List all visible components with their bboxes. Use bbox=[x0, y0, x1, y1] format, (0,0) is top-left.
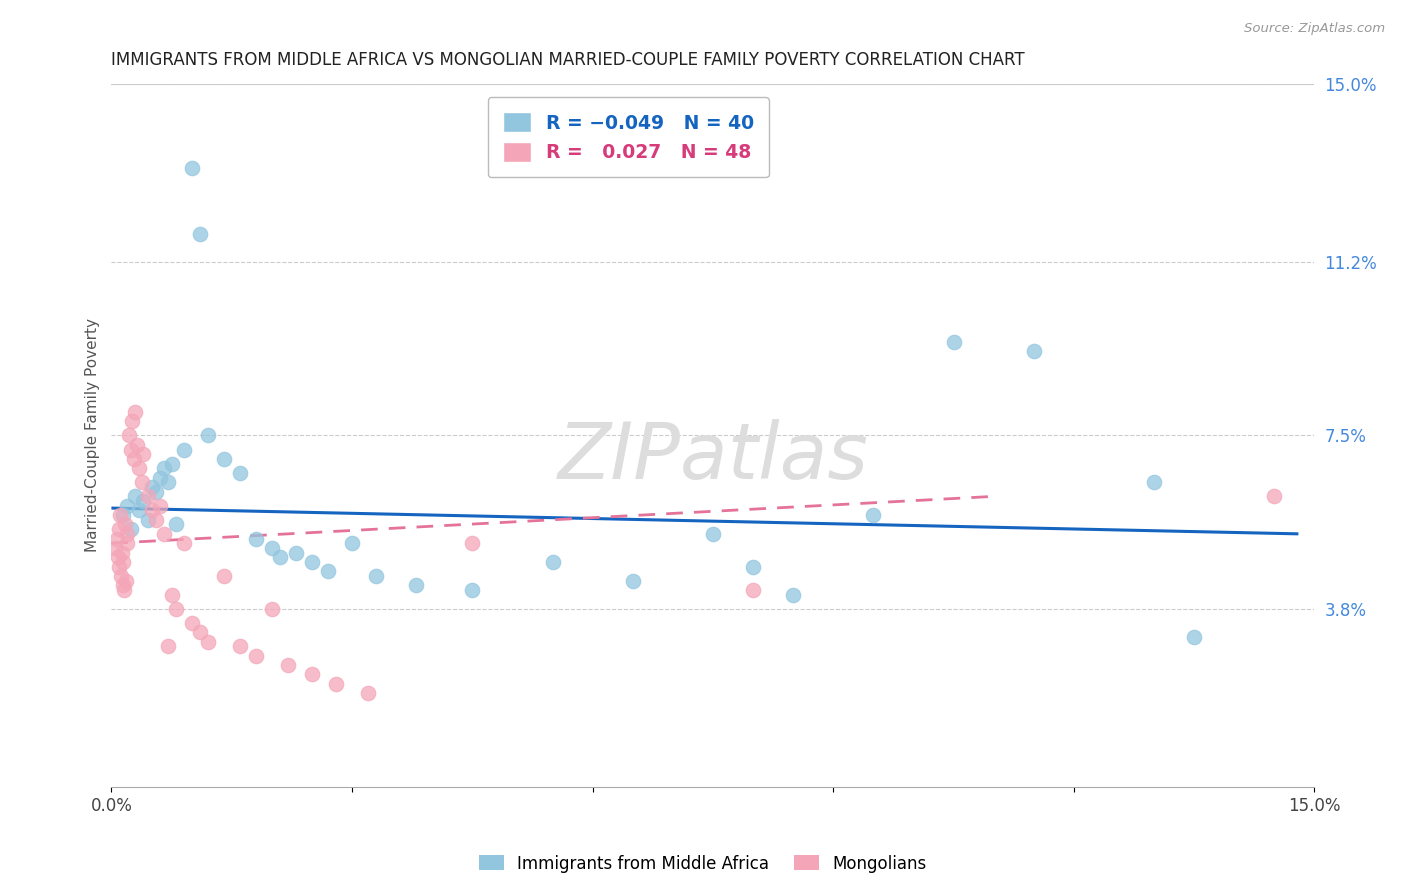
Point bbox=[1022, 344, 1045, 359]
Point bbox=[188, 227, 211, 241]
Point bbox=[1143, 475, 1166, 490]
Point bbox=[188, 625, 211, 640]
Point bbox=[180, 161, 202, 176]
Point bbox=[115, 526, 138, 541]
Point bbox=[245, 532, 267, 546]
Point bbox=[145, 484, 167, 499]
Point bbox=[212, 451, 235, 466]
Point bbox=[110, 508, 132, 522]
Point bbox=[152, 526, 174, 541]
Text: IMMIGRANTS FROM MIDDLE AFRICA VS MONGOLIAN MARRIED-COUPLE FAMILY POVERTY CORRELA: IMMIGRANTS FROM MIDDLE AFRICA VS MONGOLI… bbox=[111, 51, 1025, 69]
Point bbox=[229, 466, 252, 480]
Point bbox=[131, 475, 153, 490]
Point bbox=[112, 508, 135, 522]
Point bbox=[782, 588, 804, 602]
Point bbox=[121, 414, 143, 428]
Point bbox=[260, 602, 283, 616]
Point bbox=[112, 583, 135, 598]
Point bbox=[117, 536, 139, 550]
Point bbox=[212, 569, 235, 583]
Point bbox=[284, 546, 307, 560]
Point bbox=[122, 451, 145, 466]
Point bbox=[136, 489, 159, 503]
Point bbox=[128, 503, 150, 517]
Point bbox=[156, 640, 179, 654]
Point bbox=[316, 565, 339, 579]
Point bbox=[160, 588, 183, 602]
Point bbox=[277, 658, 299, 673]
Point bbox=[702, 526, 724, 541]
Point bbox=[621, 574, 644, 588]
Point bbox=[160, 457, 183, 471]
Point bbox=[136, 513, 159, 527]
Point bbox=[108, 559, 131, 574]
Point bbox=[301, 667, 323, 681]
Point bbox=[541, 555, 564, 569]
Point bbox=[148, 470, 170, 484]
Point bbox=[105, 532, 128, 546]
Point bbox=[112, 555, 135, 569]
Point bbox=[148, 499, 170, 513]
Text: Source: ZipAtlas.com: Source: ZipAtlas.com bbox=[1244, 22, 1385, 36]
Point bbox=[173, 442, 195, 457]
Point bbox=[132, 447, 155, 461]
Point bbox=[107, 550, 129, 565]
Point bbox=[118, 428, 141, 442]
Point bbox=[301, 555, 323, 569]
Y-axis label: Married-Couple Family Poverty: Married-Couple Family Poverty bbox=[86, 318, 100, 552]
Point bbox=[461, 536, 484, 550]
Point bbox=[357, 686, 380, 700]
Point bbox=[114, 517, 136, 532]
Point bbox=[120, 442, 142, 457]
Point bbox=[165, 517, 187, 532]
Point bbox=[145, 513, 167, 527]
Point bbox=[862, 508, 884, 522]
Point bbox=[141, 480, 163, 494]
Point bbox=[364, 569, 387, 583]
Point bbox=[197, 428, 219, 442]
Point bbox=[245, 648, 267, 663]
Point bbox=[340, 536, 363, 550]
Point bbox=[124, 405, 146, 419]
Text: ZIPatlas: ZIPatlas bbox=[558, 418, 869, 494]
Point bbox=[197, 634, 219, 648]
Legend: Immigrants from Middle Africa, Mongolians: Immigrants from Middle Africa, Mongolian… bbox=[472, 848, 934, 880]
Point bbox=[269, 550, 291, 565]
Point bbox=[1182, 630, 1205, 644]
Point bbox=[111, 546, 134, 560]
Point bbox=[124, 489, 146, 503]
Point bbox=[111, 578, 134, 592]
Point bbox=[260, 541, 283, 555]
Point bbox=[125, 438, 148, 452]
Point bbox=[173, 536, 195, 550]
Point bbox=[104, 541, 127, 555]
Point bbox=[115, 574, 138, 588]
Point bbox=[942, 334, 965, 349]
Point bbox=[152, 461, 174, 475]
Point bbox=[110, 569, 132, 583]
Point bbox=[165, 602, 187, 616]
Point bbox=[128, 461, 150, 475]
Point bbox=[121, 522, 143, 536]
Point bbox=[461, 583, 484, 598]
Point bbox=[229, 640, 252, 654]
Point bbox=[180, 615, 202, 630]
Point bbox=[325, 677, 347, 691]
Point bbox=[405, 578, 427, 592]
Point bbox=[117, 499, 139, 513]
Point bbox=[1263, 489, 1285, 503]
Legend: R = −0.049   N = 40, R =   0.027   N = 48: R = −0.049 N = 40, R = 0.027 N = 48 bbox=[488, 97, 769, 178]
Point bbox=[156, 475, 179, 490]
Point bbox=[141, 503, 163, 517]
Point bbox=[541, 114, 564, 128]
Point bbox=[742, 559, 765, 574]
Point bbox=[132, 494, 155, 508]
Point bbox=[742, 583, 765, 598]
Point bbox=[107, 522, 129, 536]
